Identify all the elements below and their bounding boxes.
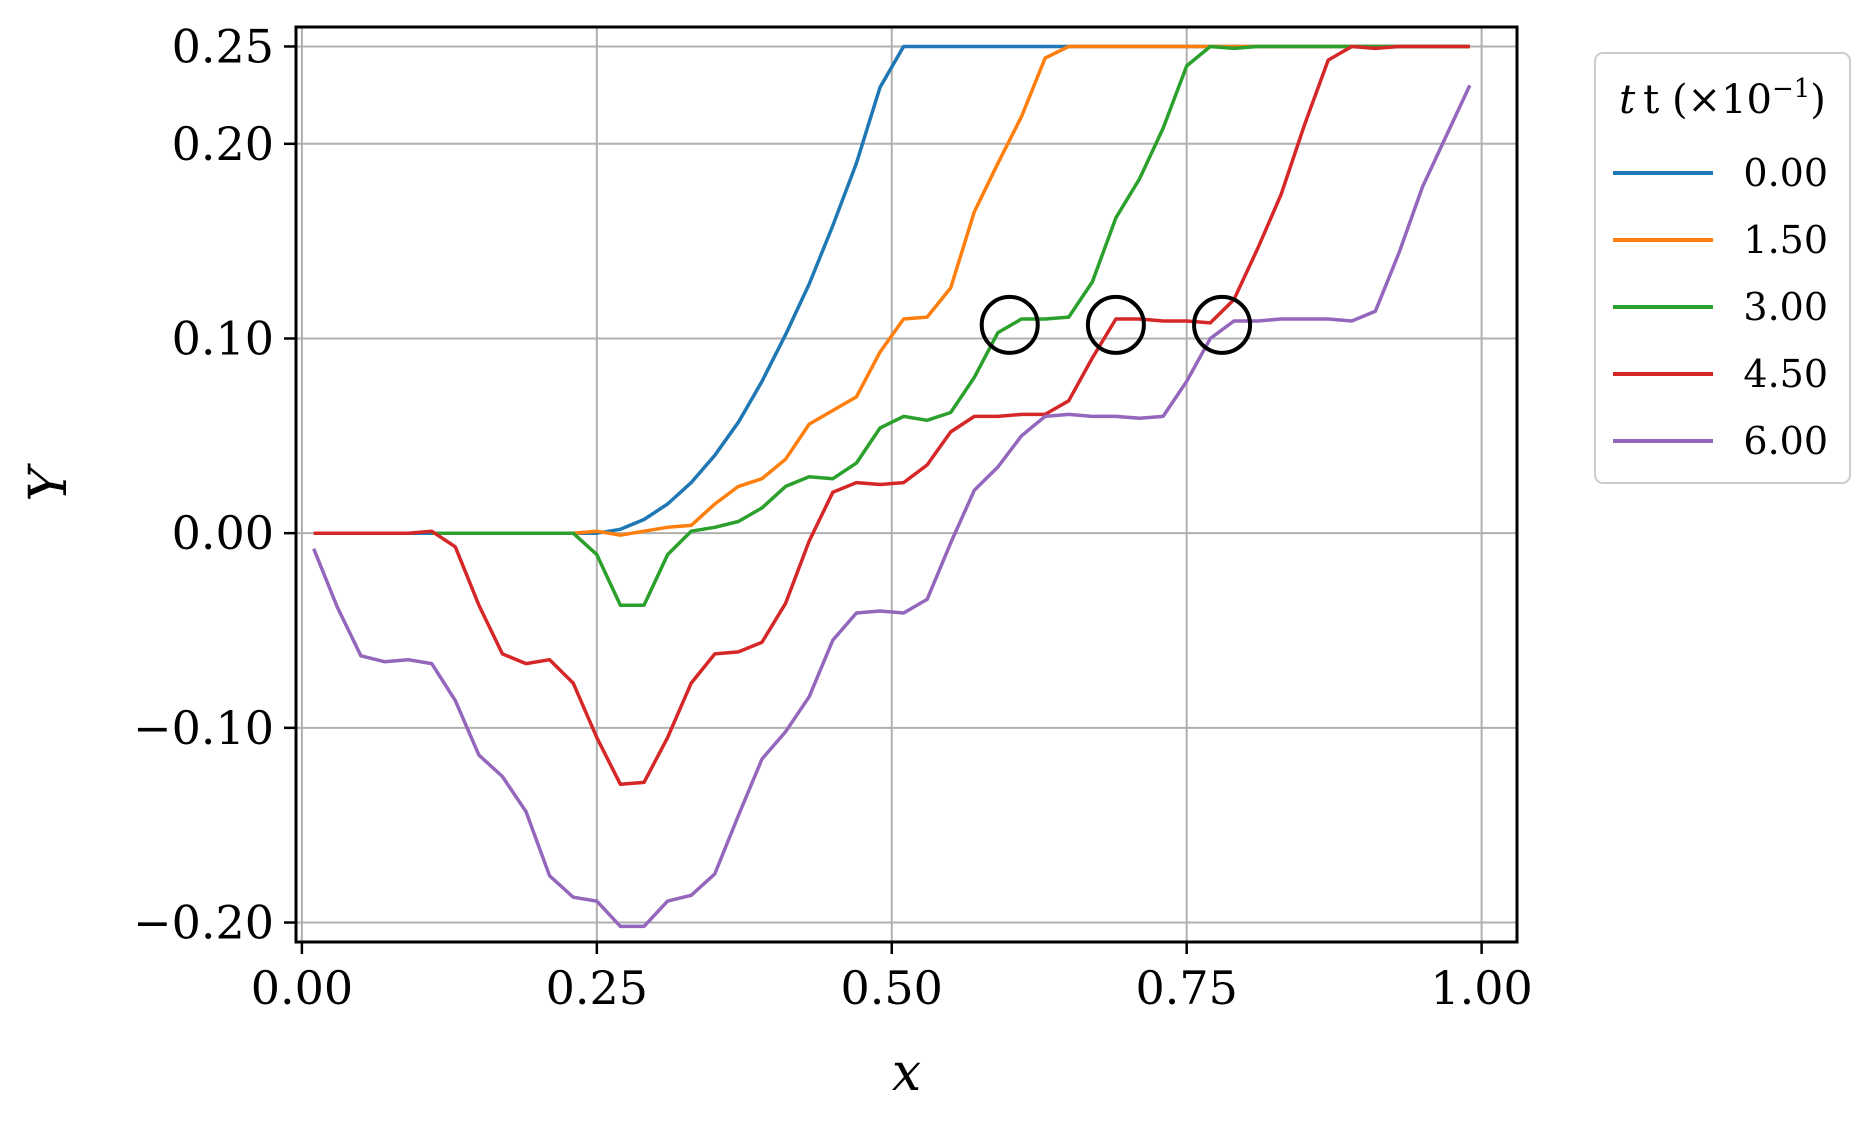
y-tick-label: 0.00: [172, 506, 274, 560]
series-line-4: [313, 44, 1470, 787]
annotation-circle-2: [1085, 294, 1146, 355]
series-lines: [312, 44, 1472, 929]
x-tick-label: 0.75: [1135, 961, 1237, 1015]
legend-label-4: 4.50: [1743, 352, 1828, 396]
series-line-3: [431, 44, 1470, 607]
y-axis-label: Y: [19, 463, 79, 502]
plot-frame: [294, 25, 1519, 944]
x-tick-label: 0.00: [251, 961, 353, 1015]
x-tick-label: 0.25: [546, 961, 648, 1015]
grid: [296, 27, 1517, 942]
x-tick-label: 1.00: [1430, 961, 1532, 1015]
annotation-circle-3: [1192, 294, 1253, 355]
y-tick-label: 0.10: [172, 311, 274, 365]
legend-label-5: 6.00: [1743, 419, 1828, 463]
y-tick-label: 0.20: [172, 117, 274, 171]
x-axis-label: x: [892, 1043, 921, 1103]
y-tick-label: −0.10: [133, 701, 274, 755]
annotations: [979, 294, 1253, 355]
series-line-5: [312, 84, 1472, 929]
x-tick-label: 0.50: [841, 961, 943, 1015]
axis-ticks: 0.00 0.25 0.50 0.75 1.00 0.25 0.20 0.10 0.00 −0.1…: [133, 19, 1533, 1015]
annotation-circle-1: [979, 294, 1040, 355]
legend-label-2: 1.50: [1743, 218, 1828, 262]
legend-label-1: 0.00: [1743, 151, 1828, 195]
y-tick-label: −0.20: [133, 896, 274, 950]
legend-label-3: 3.00: [1743, 285, 1828, 329]
legend-items: 0.00 1.50 3.00 4.50 6.00: [1613, 151, 1828, 463]
y-tick-label: 0.25: [172, 19, 274, 73]
